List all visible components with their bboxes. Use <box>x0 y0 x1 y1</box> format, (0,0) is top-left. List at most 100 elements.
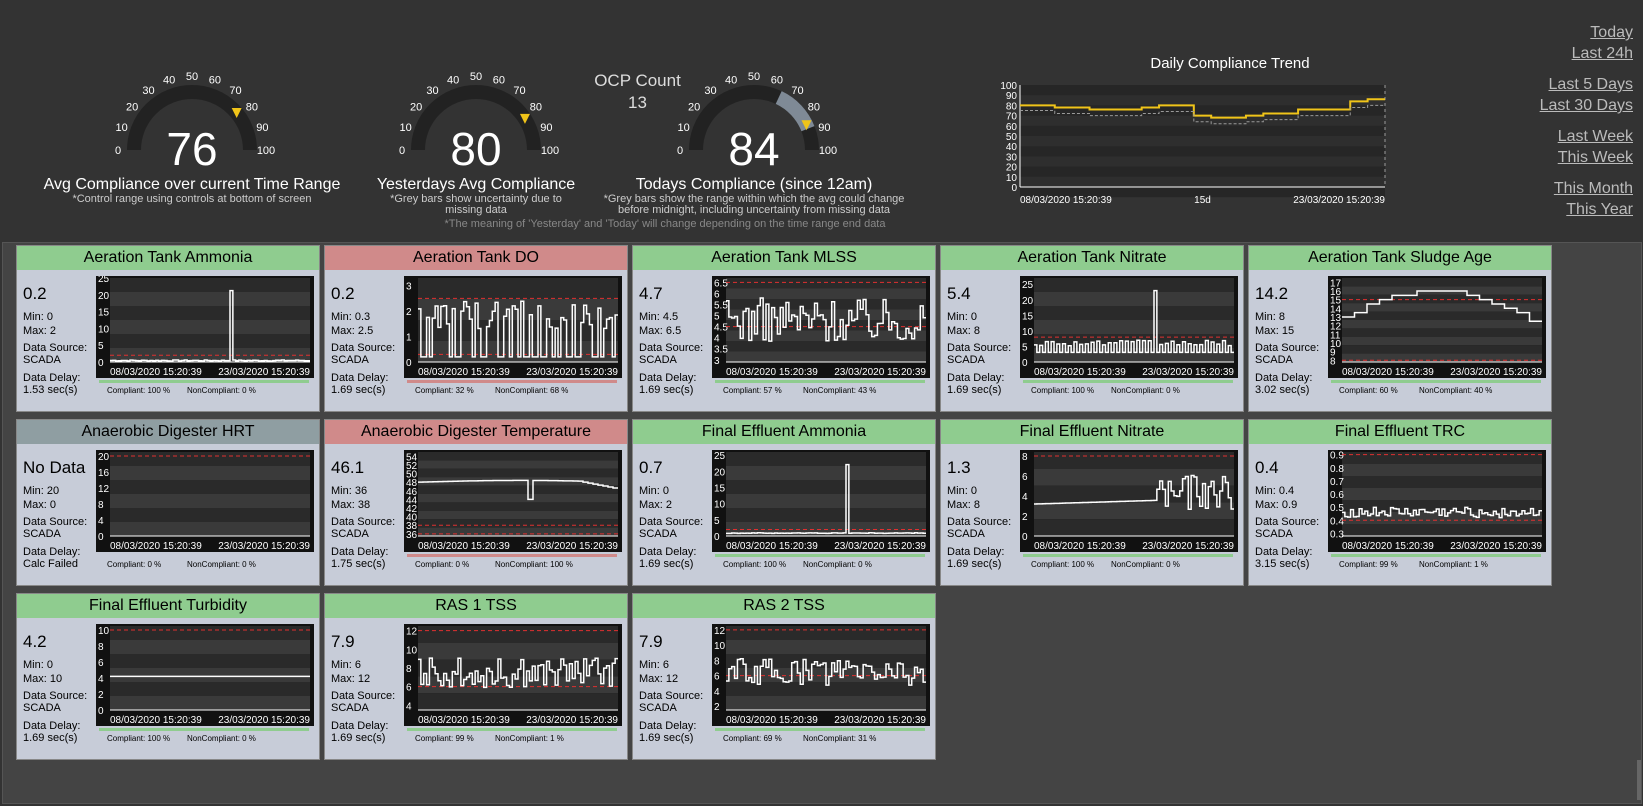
tile-y-tick: 20 <box>714 467 726 478</box>
tile-noncompliant: NonCompliant: 43 % <box>803 386 877 395</box>
tile-y-tick: 4 <box>98 674 104 685</box>
tile-final-effluent-trc: Final Effluent TRC 0.4 Min: 0.4 Max: 0.9 Dat… <box>1248 419 1552 586</box>
tile-band <box>418 510 618 520</box>
tile-y-tick: 0 <box>714 532 720 543</box>
range-link-this-week[interactable]: This Week <box>1557 149 1633 166</box>
trend-band <box>1020 85 1385 96</box>
tile-series-line <box>726 463 926 535</box>
tile-noncompliant: NonCompliant: 40 % <box>1419 386 1493 395</box>
scroll-handle-icon[interactable] <box>1636 760 1642 800</box>
tile-max: Max: 6.5 <box>639 325 682 337</box>
gauge-tick-label: 70 <box>513 85 525 97</box>
tile-final-effluent-nitrate: Final Effluent Nitrate 1.3 Min: 0 Max: 8 Dat… <box>940 419 1244 586</box>
tile-noncompliant: NonCompliant: 31 % <box>803 734 877 743</box>
tile-current-value: 0.7 <box>639 458 663 477</box>
tile-current-value: 0.2 <box>331 284 355 303</box>
range-link-this-year[interactable]: This Year <box>1566 201 1633 218</box>
tile-y-tick: 0 <box>98 706 104 717</box>
tile-compliance-bar <box>1023 380 1233 383</box>
tile-x-start: 08/03/2020 15:20:39 <box>726 715 818 726</box>
tile-band <box>110 320 310 334</box>
tile-aeration-tank-mlss: Aeration Tank MLSS 4.7 Min: 4.5 Max: 6.5 Dat… <box>632 245 936 412</box>
trend-band <box>1020 105 1385 116</box>
tile-y-tick: 12 <box>406 627 418 638</box>
gauge-tick-label: 10 <box>115 122 127 134</box>
tile-compliance-bar <box>1023 554 1233 557</box>
tile-band <box>418 477 618 486</box>
gauge-tick-label: 100 <box>541 145 559 157</box>
range-link-last-30-days[interactable]: Last 30 Days <box>1539 97 1633 114</box>
tile-data-source: Data Source: SCADA <box>331 690 396 714</box>
gauge-value: 84 <box>728 123 780 175</box>
tile-band <box>418 452 618 461</box>
range-link-last-24h[interactable]: Last 24h <box>1571 45 1633 62</box>
tile-y-tick: 25 <box>98 276 110 285</box>
tile-band <box>418 494 618 503</box>
tile-min: Min: 0 <box>23 311 53 323</box>
tile-y-tick: 5 <box>1022 342 1028 353</box>
tile-min: Min: 0.4 <box>1255 485 1295 497</box>
trend-y-tick: 100 <box>1000 81 1017 92</box>
tile-band <box>418 278 618 299</box>
gauge-tick-label: 50 <box>186 71 198 83</box>
tile-x-start: 08/03/2020 15:20:39 <box>726 367 818 378</box>
tile-max: Max: 0 <box>23 499 57 511</box>
tile-data-source: Data Source: SCADA <box>947 516 1012 540</box>
tile-band <box>726 696 926 710</box>
tile-compliance-bar <box>407 728 617 731</box>
gauge-track <box>127 85 257 151</box>
tile-y-tick: 8 <box>1330 356 1336 367</box>
tile-band <box>110 668 310 682</box>
tile-y-tick: 44 <box>406 495 418 506</box>
tile-noncompliant: NonCompliant: 1 % <box>1419 560 1488 569</box>
range-gap <box>1493 116 1633 126</box>
trend-y-tick: 40 <box>1006 142 1018 153</box>
tile-data-delay: Data Delay: 1.69 sec(s) <box>331 720 389 744</box>
range-link-last-5-days[interactable]: Last 5 Days <box>1548 76 1633 93</box>
tile-x-end: 23/03/2020 15:20:39 <box>526 541 618 552</box>
gauge-dial: 0 10 20 30 40 50 60 70 80 90 100 <box>677 71 837 157</box>
tile-band <box>1034 348 1234 362</box>
tile-y-tick: 9 <box>1330 348 1336 359</box>
tile-band <box>726 466 926 480</box>
gauge-tick-label: 60 <box>771 75 783 87</box>
tile-max: Max: 2 <box>23 325 57 337</box>
tile-band <box>1034 502 1234 520</box>
tile-noncompliant: NonCompliant: 0 % <box>1111 386 1180 395</box>
tile-min: Min: 0 <box>639 485 669 497</box>
tile-x-end: 23/03/2020 15:20:39 <box>1142 541 1234 552</box>
tile-y-tick: 13 <box>1330 313 1342 324</box>
tile-compliant: Compliant: 69 % <box>723 734 782 743</box>
tile-data-delay: Data Delay: 1.69 sec(s) <box>639 720 697 744</box>
tile-y-tick: 4 <box>1022 492 1028 503</box>
header: 0 10 20 30 40 50 60 70 80 90 100 76 Avg Compliance o… <box>0 0 1643 240</box>
tile-y-tick: 38 <box>406 521 418 532</box>
tile-x-start: 08/03/2020 15:20:39 <box>1034 541 1126 552</box>
tile-x-start: 08/03/2020 15:20:39 <box>110 715 202 726</box>
tile-compliance-bar <box>407 554 617 557</box>
tile-band <box>1342 320 1542 329</box>
tile-compliance-bar <box>407 380 617 383</box>
range-link-last-week[interactable]: Last Week <box>1557 128 1633 145</box>
trend-y-tick: 0 <box>1011 183 1017 194</box>
tile-compliant: Compliant: 99 % <box>415 734 474 743</box>
tile-band <box>110 654 310 668</box>
tile-anaerobic-digester-hrt: Anaerobic Digester HRT No Data Min: 20 Max:… <box>16 419 320 586</box>
tile-x-start: 08/03/2020 15:20:39 <box>110 367 202 378</box>
tile-series-line <box>1342 506 1542 519</box>
tile-min: Min: 6 <box>331 659 361 671</box>
tile-series-line <box>726 657 926 686</box>
tile-band <box>726 494 926 508</box>
tile-y-tick: 5 <box>714 312 720 323</box>
tile-compliant: Compliant: 100 % <box>723 560 787 569</box>
tile-data-source: Data Source: SCADA <box>639 516 704 540</box>
tile-y-tick: 46 <box>406 487 418 498</box>
range-link-this-month[interactable]: This Month <box>1553 180 1633 197</box>
ocp-count: OCP Count 13 <box>560 70 715 114</box>
tile-noncompliant: NonCompliant: 0 % <box>187 734 256 743</box>
tile-y-tick: 50 <box>406 470 418 481</box>
tile-band <box>1342 294 1542 304</box>
tile-band <box>418 693 618 710</box>
range-link-today[interactable]: Today <box>1590 24 1633 41</box>
gauge-tick-label: 70 <box>791 85 803 97</box>
